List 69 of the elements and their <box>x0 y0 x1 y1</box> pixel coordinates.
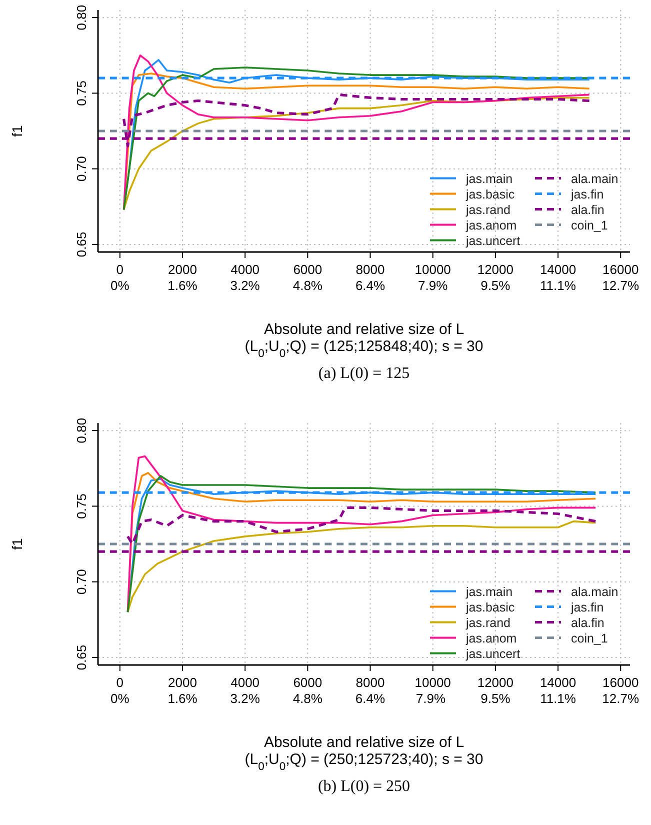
x-tick-label: 0 <box>116 262 124 277</box>
x2-tick-label: 11.1% <box>540 278 576 293</box>
legend-label: ala.fin <box>571 202 604 217</box>
x2-tick-label: 0% <box>110 691 130 706</box>
legend-label: jas.rand <box>465 616 511 630</box>
x-tick-label: 12000 <box>477 675 514 690</box>
legend-label: jas.uncert <box>465 646 521 661</box>
line-series <box>126 506 597 546</box>
y-tick-label: 0.80 <box>74 4 89 30</box>
x2-tick-label: 3.2% <box>230 278 260 293</box>
x-tick-label: 12000 <box>477 262 514 277</box>
legend-label: coin_1 <box>571 631 608 646</box>
x2-tick-label: 9.5% <box>480 278 511 293</box>
x-tick-label: 6000 <box>293 262 322 277</box>
legend-label: jas.fin <box>570 187 604 202</box>
text: (b) L(0) = 250 <box>318 778 410 795</box>
x2-tick-label: 1.6% <box>168 278 198 293</box>
y-tick-label: 0.70 <box>74 569 89 594</box>
legend-label: jas.fin <box>570 600 604 614</box>
legend-label: coin_1 <box>571 218 608 232</box>
x-tick-label: 0 <box>116 675 124 690</box>
x-tick-label: 2000 <box>168 675 197 690</box>
x-tick-label: 6000 <box>293 675 322 690</box>
x-tick-label: 14000 <box>540 675 576 690</box>
x-tick-label: 8000 <box>356 675 385 690</box>
x2-tick-label: 9.5% <box>480 691 511 706</box>
y-tick-label: 0.75 <box>74 80 89 106</box>
x2-tick-label: 4.8% <box>292 691 323 706</box>
x2-tick-label: 12.7% <box>602 278 640 293</box>
legend-label: jas.main <box>465 584 513 599</box>
y-tick-label: 0.65 <box>74 232 89 258</box>
x2-tick-label: 6.4% <box>355 278 386 293</box>
x2-tick-label: 6.4% <box>355 691 386 706</box>
x-tick-label: 10000 <box>414 262 451 277</box>
y-tick-label: 0.75 <box>74 494 89 519</box>
y-tick-label: 0.65 <box>74 644 89 670</box>
legend-label: ala.fin <box>571 616 604 630</box>
x2-tick-label: 0% <box>110 278 130 293</box>
x-tick-label: 10000 <box>414 675 451 690</box>
x2-tick-label: 3.2% <box>230 691 260 706</box>
legend-label: jas.rand <box>465 202 511 217</box>
legend-label: jas.anom <box>465 218 517 232</box>
x-axis-title: Absolute and relative size of L (L$_{0}$;U$_{0}$;Q) = (125;125848;40); s = 30 <box>244 321 484 360</box>
x2-tick-label: 12.7% <box>602 691 640 706</box>
x2-tick-label: 11.1% <box>540 691 576 706</box>
x-tick-label: 16000 <box>602 262 639 277</box>
x-tick-label: 16000 <box>602 675 639 690</box>
y-axis-title: f1 <box>9 124 25 137</box>
x2-tick-label: 4.8% <box>292 278 323 293</box>
legend-label: jas.basic <box>465 187 515 202</box>
legend-label: jas.uncert <box>465 234 521 248</box>
y-tick-label: 0.70 <box>74 156 89 182</box>
legend-label: jas.anom <box>465 631 517 646</box>
x2-tick-label: 1.6% <box>168 691 198 706</box>
x-tick-label: 4000 <box>230 675 260 690</box>
x-tick-label: 14000 <box>540 262 576 277</box>
legend-label: jas.main <box>465 172 513 186</box>
y-axis-title: f1 <box>9 538 25 550</box>
x-tick-label: 4000 <box>230 262 260 277</box>
x-axis-title: Absolute and relative size of L (L$_{0}$;U$_{0}$;Q) = (250;125723;40); s = 30 <box>244 734 484 773</box>
y-tick-label: 0.80 <box>74 418 89 444</box>
x-tick-label: 2000 <box>168 262 197 277</box>
legend-label: ala.main <box>571 584 618 599</box>
legend-label: jas.basic <box>465 600 515 614</box>
x-tick-label: 8000 <box>356 262 385 277</box>
x2-tick-label: 7.9% <box>418 278 448 293</box>
legend-label: ala.main <box>571 172 618 186</box>
text: (a) L(0) = 125 <box>318 365 410 382</box>
x2-tick-label: 7.9% <box>416 691 446 706</box>
